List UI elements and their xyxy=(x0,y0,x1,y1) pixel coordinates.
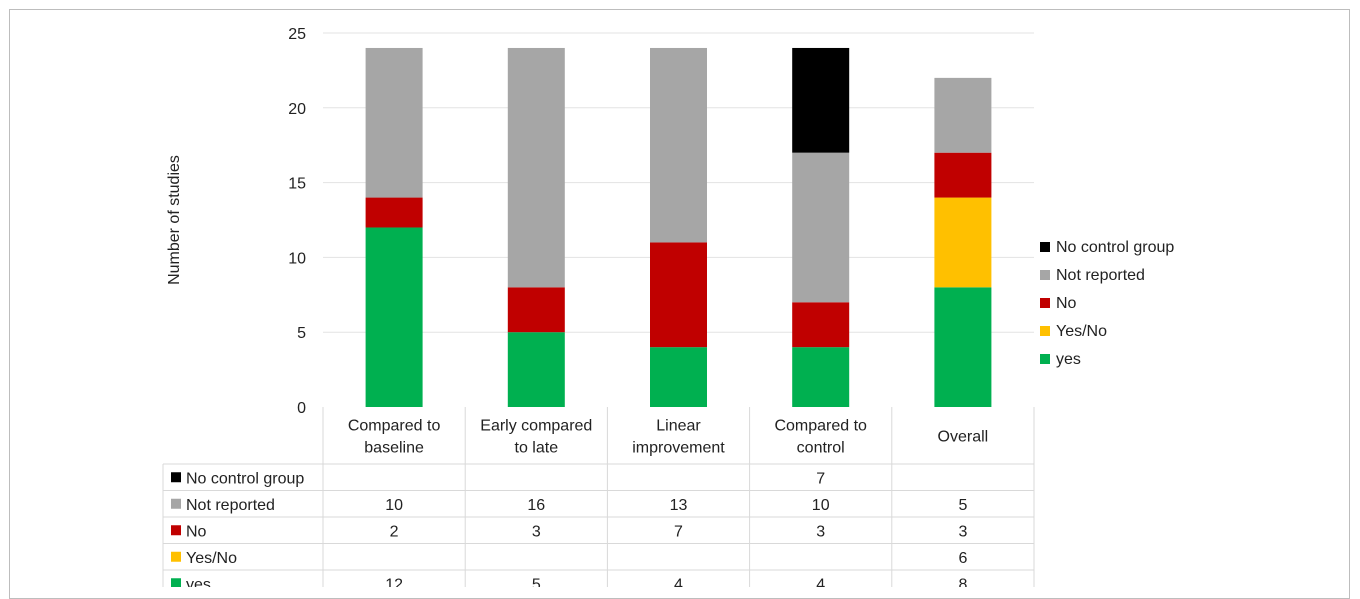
legend-label: No control group xyxy=(1056,239,1174,256)
category-label: to late xyxy=(515,440,559,457)
table-row-label: No xyxy=(186,523,207,540)
category-label: Compared to xyxy=(348,418,441,435)
table-cell-value: 6 xyxy=(958,550,967,567)
bar-segment xyxy=(792,47,850,153)
table-row-label: Yes/No xyxy=(186,550,237,567)
table-cell-value: 10 xyxy=(812,497,830,514)
category-label: Overall xyxy=(938,429,989,446)
bar-segment xyxy=(507,287,565,333)
table-cell-value: 12 xyxy=(385,576,403,587)
table-cell-value: 3 xyxy=(532,523,541,540)
table-cell-value: 16 xyxy=(527,497,545,514)
table-cell-value: 8 xyxy=(958,576,967,587)
bar-segment xyxy=(365,47,423,198)
table-row-swatch xyxy=(171,578,181,587)
category-label: Early compared xyxy=(480,418,592,435)
legend-swatch xyxy=(1040,270,1050,280)
bar-segment xyxy=(934,152,992,198)
table-row-swatch xyxy=(171,525,181,536)
bar-segment xyxy=(934,287,992,407)
data-table: Compared to baseline Early compared to late… xyxy=(162,407,1035,587)
table-cell-value: 4 xyxy=(816,576,825,587)
table-cell-value: 3 xyxy=(958,523,967,540)
bar-segment xyxy=(507,47,565,288)
legend-label: No xyxy=(1056,295,1077,312)
bar-segment xyxy=(934,197,992,288)
bar-segment xyxy=(507,332,565,407)
table-row-swatch xyxy=(171,498,181,509)
bar-segment xyxy=(650,47,707,243)
category-label: improvement xyxy=(632,440,725,457)
table-cell-value: 3 xyxy=(816,523,825,540)
legend-label: Not reported xyxy=(1056,267,1145,284)
table-cell-value: 2 xyxy=(390,523,399,540)
legend: No control group Not reported No Yes/No yes xyxy=(1040,239,1174,368)
category-label: control xyxy=(797,440,845,457)
bar-segment xyxy=(365,227,423,407)
bar-segment xyxy=(650,242,707,348)
table-row-swatch xyxy=(171,472,181,483)
y-tick-label: 20 xyxy=(288,101,306,118)
table-row-label: yes xyxy=(186,576,211,587)
bars xyxy=(365,47,992,407)
y-tick-label: 15 xyxy=(288,176,306,193)
bar-segment xyxy=(792,302,850,348)
category-label: baseline xyxy=(364,440,424,457)
table-row-label: No control group xyxy=(186,470,304,487)
category-label: Compared to xyxy=(774,418,867,435)
legend-label: Yes/No xyxy=(1056,323,1107,340)
legend-swatch xyxy=(1040,242,1050,252)
table-cell-value: 7 xyxy=(816,470,825,487)
legend-label: yes xyxy=(1056,351,1081,368)
table-cell-value: 5 xyxy=(958,497,967,514)
bar-segment xyxy=(650,347,707,407)
table-cell-value: 4 xyxy=(674,576,683,587)
y-tick-label: 0 xyxy=(297,400,306,417)
table-cell-value: 7 xyxy=(674,523,683,540)
category-label: Linear xyxy=(656,418,701,435)
bar-segment xyxy=(792,152,850,303)
axes: 0 5 10 15 20 25 Number of studies xyxy=(166,26,306,417)
bar-segment xyxy=(365,197,423,228)
y-tick-label: 5 xyxy=(297,325,306,342)
table-cell-value: 5 xyxy=(532,576,541,587)
bar-segment xyxy=(934,77,992,153)
y-axis-title: Number of studies xyxy=(166,155,183,285)
legend-swatch xyxy=(1040,354,1050,364)
y-tick-label: 25 xyxy=(288,26,306,43)
table-cell-value: 10 xyxy=(385,497,403,514)
legend-swatch xyxy=(1040,298,1050,308)
legend-swatch xyxy=(1040,326,1050,336)
table-row-label: Not reported xyxy=(186,497,275,514)
table-cell-value: 13 xyxy=(670,497,688,514)
y-tick-label: 10 xyxy=(288,250,306,267)
bar-segment xyxy=(792,347,850,407)
table-row-swatch xyxy=(171,551,181,562)
